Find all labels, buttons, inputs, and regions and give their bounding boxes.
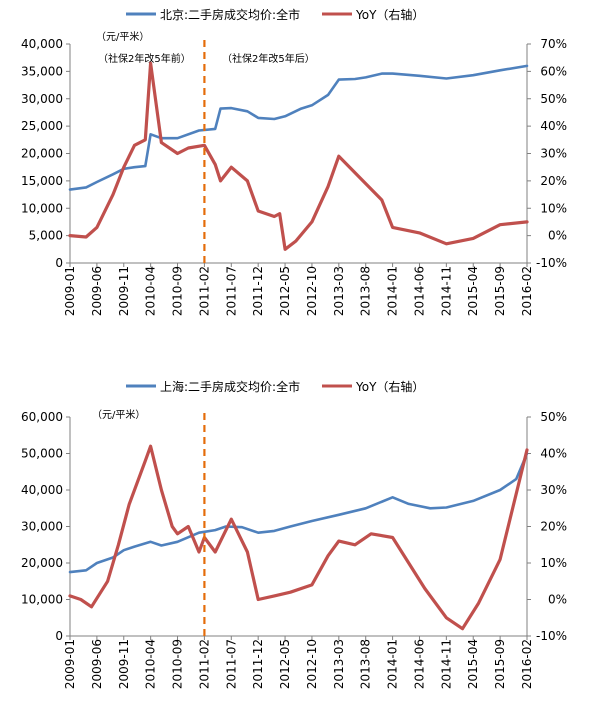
y-right-tick-label: 60%	[540, 64, 567, 78]
y-left-tick-label: 10,000	[21, 201, 63, 215]
x-tick-label: 2009-11	[117, 639, 131, 689]
y-left-tick-label: 50,000	[21, 447, 63, 461]
x-tick-label: 2011-02	[197, 266, 211, 316]
x-tick-label: 2014-11	[439, 266, 453, 316]
series-line-price	[68, 452, 529, 574]
x-tick-label: 2013-08	[359, 266, 373, 316]
y-left-tick-label: 40,000	[21, 483, 63, 497]
x-tick-label: 2009-01	[63, 266, 77, 316]
series-line-yoy	[68, 444, 529, 631]
y-left-tick-label: 20,000	[21, 556, 63, 570]
legend-label-1: 北京:二手房成交均价:全市	[160, 7, 300, 22]
y-left-tick-label: 15,000	[21, 174, 63, 188]
y-left-tick-label: 60,000	[21, 410, 63, 424]
x-tick-label: 2016-02	[520, 639, 534, 689]
y-right-tick-label: 40%	[540, 119, 567, 133]
x-tick-label: 2010-04	[144, 639, 158, 689]
y-right-tick-label: 0%	[548, 593, 567, 607]
y-right-tick-label: -10%	[536, 256, 567, 270]
y-right-tick-label: 50%	[540, 410, 567, 424]
y-left-tick-label: 40,000	[21, 37, 63, 51]
x-tick-label: 2009-11	[117, 266, 131, 316]
y-left-tick-label: 0	[55, 629, 63, 643]
x-tick-label: 2015-04	[466, 266, 480, 316]
y-left-tick-label: 5,000	[29, 229, 63, 243]
y-right-tick-label: 50%	[540, 92, 567, 106]
x-tick-label: 2011-02	[197, 639, 211, 689]
y-left-tick-label: 25,000	[21, 119, 63, 133]
annotation-1: （社保2年改5年前）	[98, 52, 191, 65]
legend-label-1: 上海:二手房成交均价:全市	[160, 379, 300, 394]
x-tick-label: 2012-05	[278, 266, 292, 316]
series-line-yoy	[68, 61, 529, 251]
y-left-tick-label: 0	[55, 256, 63, 270]
annotation-2: （社保2年改5年后）	[222, 52, 315, 65]
unit-note: （元/平米）	[92, 408, 145, 421]
x-tick-label: 2014-11	[439, 639, 453, 689]
x-tick-label: 2014-06	[412, 639, 426, 689]
x-tick-label: 2009-06	[90, 266, 104, 316]
y-right-tick-label: 10%	[540, 201, 567, 215]
x-tick-label: 2012-10	[305, 639, 319, 689]
x-tick-label: 2015-04	[466, 639, 480, 689]
y-right-tick-label: 10%	[540, 556, 567, 570]
x-tick-label: 2013-03	[332, 266, 346, 316]
x-tick-label: 2015-09	[493, 639, 507, 689]
series-line-price	[68, 64, 529, 191]
y-left-tick-label: 20,000	[21, 147, 63, 161]
legend-label-2: YoY（右轴）	[355, 7, 424, 22]
x-tick-label: 2012-10	[305, 266, 319, 316]
chart-1: 北京:二手房成交均价:全市 YoY（右轴） 0 5,000 10,000 15,000 20…	[21, 7, 567, 316]
x-tick-label: 2011-12	[251, 266, 265, 316]
x-tick-label: 2009-06	[90, 639, 104, 689]
x-tick-label: 2014-01	[386, 266, 400, 316]
x-tick-label: 2015-09	[493, 266, 507, 316]
x-tick-label: 2013-03	[332, 639, 346, 689]
x-tick-label: 2013-08	[359, 639, 373, 689]
x-tick-label: 2010-04	[144, 266, 158, 316]
y-right-tick-label: 30%	[540, 147, 567, 161]
x-tick-label: 2011-07	[224, 639, 238, 689]
x-tick-label: 2014-01	[386, 639, 400, 689]
y-right-tick-label: 20%	[540, 520, 567, 534]
y-right-tick-label: 20%	[540, 174, 567, 188]
x-tick-label: 2011-12	[251, 639, 265, 689]
legend-label-2: YoY（右轴）	[355, 379, 424, 394]
x-tick-label: 2016-02	[520, 266, 534, 316]
y-left-tick-label: 35,000	[21, 64, 63, 78]
unit-note: （元/平米）	[96, 30, 149, 43]
y-left-tick-label: 30,000	[21, 520, 63, 534]
y-right-tick-label: 30%	[540, 483, 567, 497]
x-tick-label: 2014-06	[412, 266, 426, 316]
x-tick-label: 2009-01	[63, 639, 77, 689]
x-tick-label: 2010-09	[171, 639, 185, 689]
y-right-tick-label: 70%	[540, 37, 567, 51]
y-left-tick-label: 30,000	[21, 92, 63, 106]
y-right-tick-label: -10%	[536, 629, 567, 643]
chart-2: 上海:二手房成交均价:全市 YoY（右轴） 0 10,000 20,000 30,000 4…	[21, 379, 567, 689]
y-left-tick-label: 10,000	[21, 593, 63, 607]
x-tick-label: 2011-07	[224, 266, 238, 316]
x-tick-label: 2010-09	[171, 266, 185, 316]
x-tick-label: 2012-05	[278, 639, 292, 689]
y-right-tick-label: 0%	[548, 229, 567, 243]
y-right-tick-label: 40%	[540, 447, 567, 461]
